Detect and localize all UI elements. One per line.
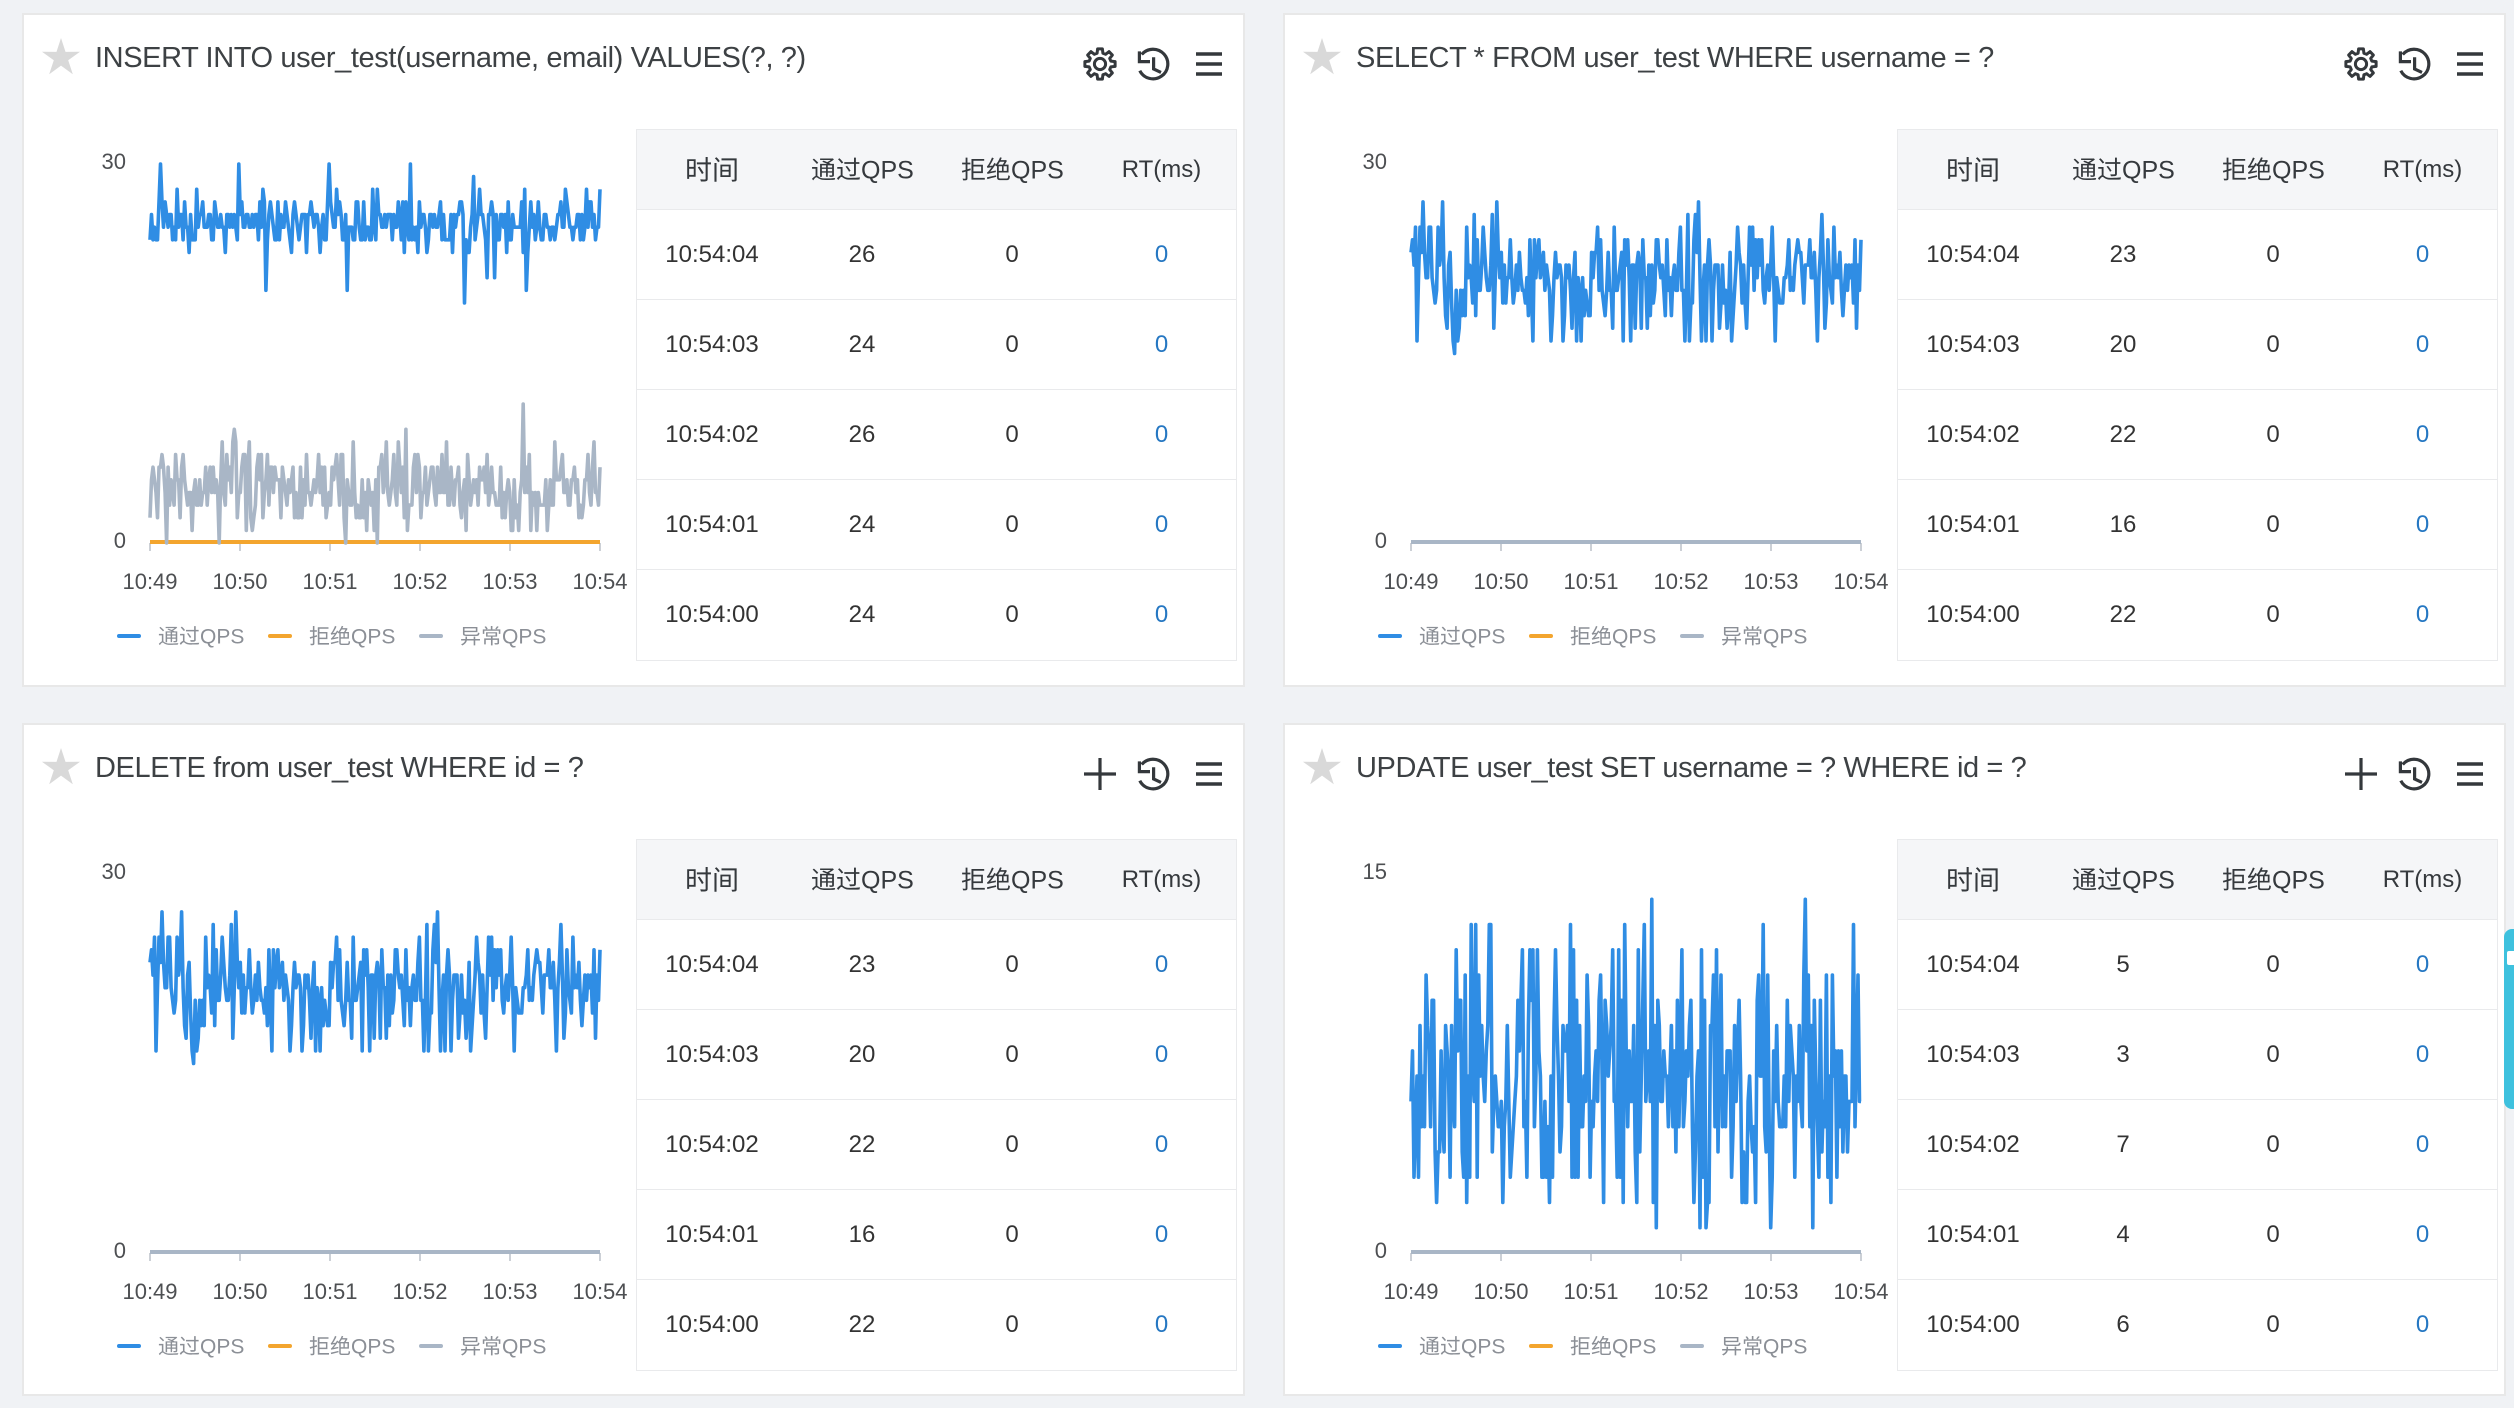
svg-text:QPS: QPS: [200, 1336, 244, 1359]
svg-text:QPS: QPS: [2272, 867, 2325, 895]
svg-text:QPS: QPS: [1612, 1336, 1656, 1359]
svg-text:QPS: QPS: [502, 626, 546, 649]
svg-text:QPS: QPS: [1612, 626, 1656, 649]
svg-text:QPS: QPS: [1763, 626, 1807, 649]
svg-text:QPS: QPS: [2122, 867, 2175, 895]
svg-text:QPS: QPS: [2272, 157, 2325, 185]
svg-text:QPS: QPS: [2122, 157, 2175, 185]
svg-text:QPS: QPS: [1461, 626, 1505, 649]
svg-text:QPS: QPS: [861, 157, 914, 185]
svg-text:QPS: QPS: [1763, 1336, 1807, 1359]
svg-text:QPS: QPS: [200, 626, 244, 649]
svg-text:QPS: QPS: [1461, 1336, 1505, 1359]
svg-text:QPS: QPS: [861, 867, 914, 895]
svg-text:QPS: QPS: [351, 1336, 395, 1359]
svg-text:QPS: QPS: [1011, 157, 1064, 185]
svg-text:QPS: QPS: [502, 1336, 546, 1359]
svg-text:QPS: QPS: [1011, 867, 1064, 895]
svg-text:QPS: QPS: [351, 626, 395, 649]
